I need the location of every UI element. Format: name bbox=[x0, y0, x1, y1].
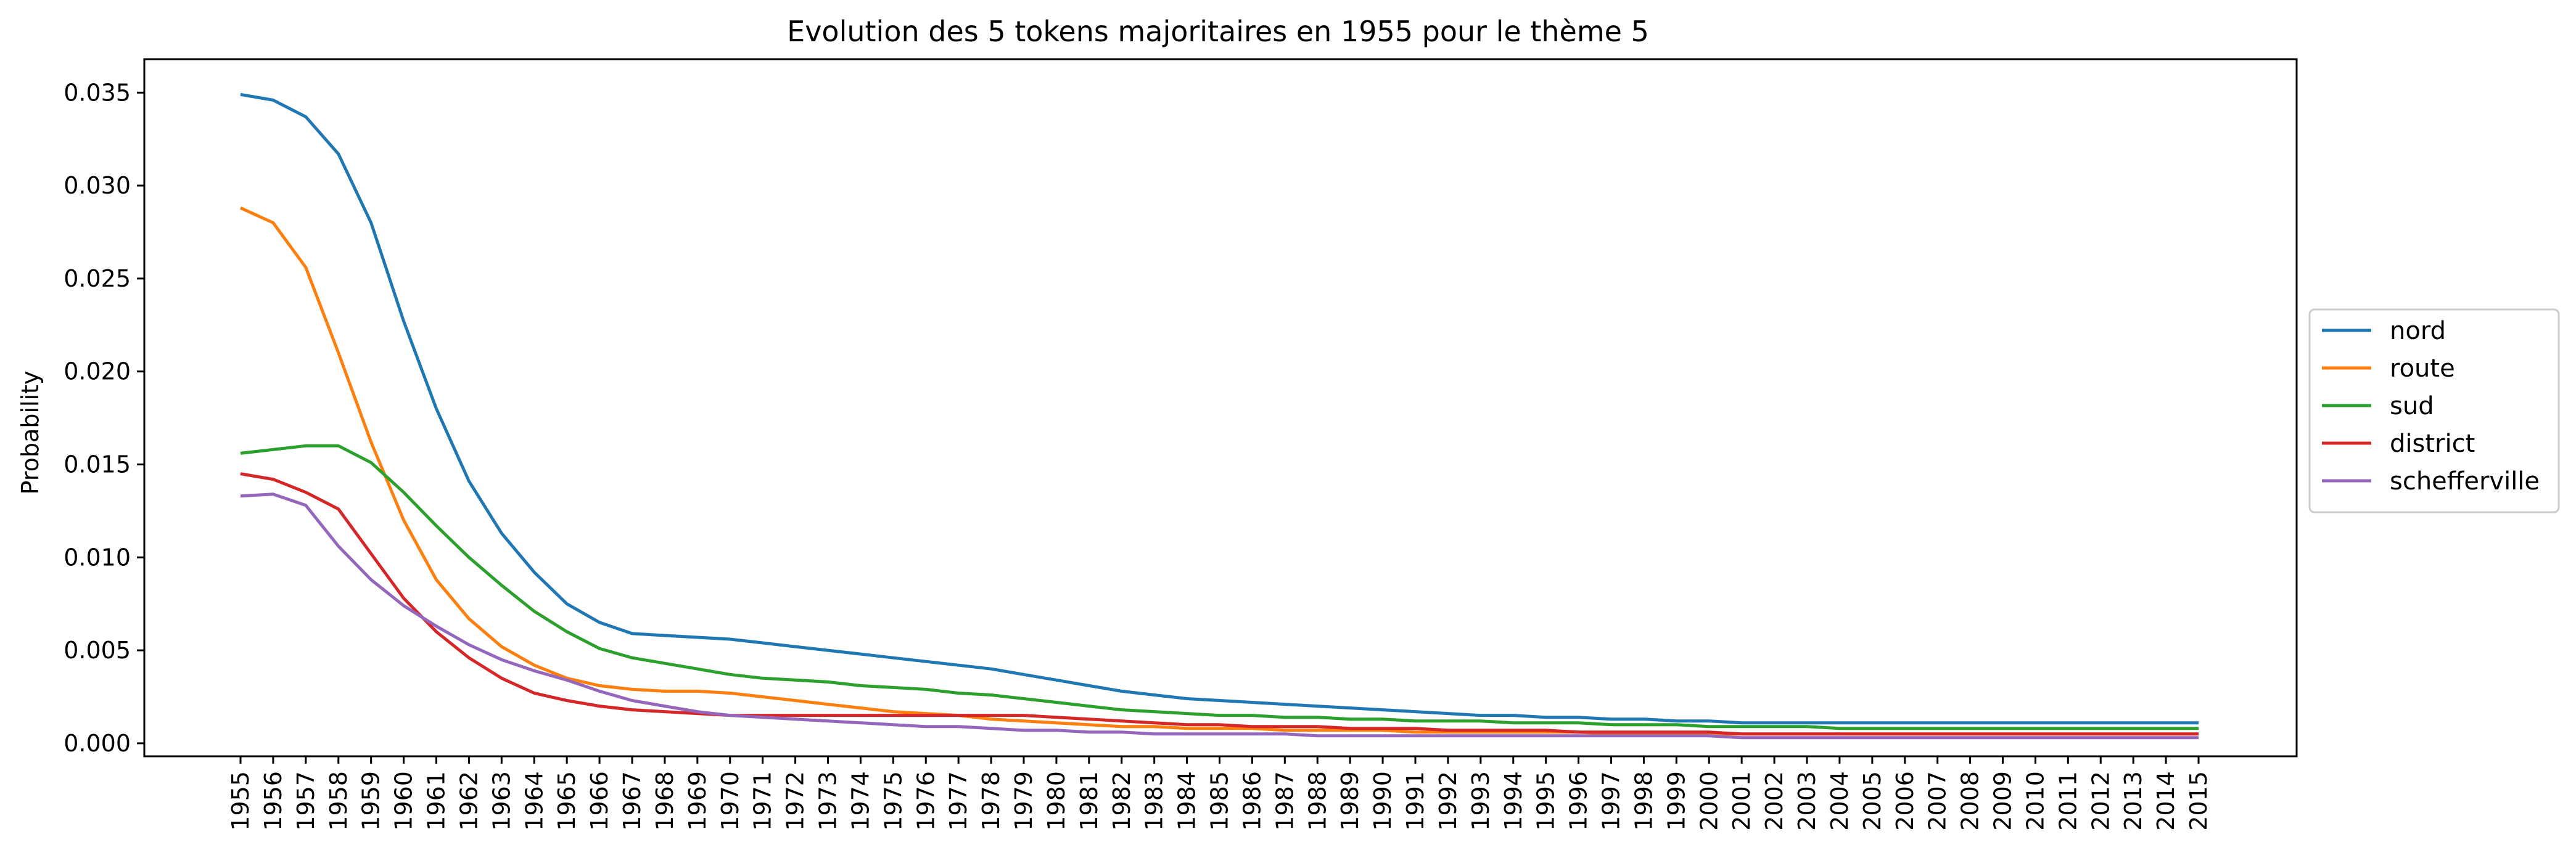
x-tick-label: 2000 bbox=[1695, 771, 1722, 831]
x-tick-label: 2008 bbox=[1957, 771, 1984, 831]
series-line-district bbox=[240, 472, 2199, 736]
x-tick-label: 1974 bbox=[847, 771, 874, 831]
x-tick-label: 1969 bbox=[684, 771, 711, 831]
legend-box bbox=[2308, 308, 2560, 513]
x-tick-label: 1964 bbox=[521, 771, 548, 831]
y-axis-label: Probability bbox=[17, 371, 44, 495]
series-line-schefferville bbox=[240, 492, 2199, 740]
x-tick-label: 2013 bbox=[2120, 771, 2147, 831]
x-tick-label: 1992 bbox=[1434, 771, 1462, 831]
x-tick-label: 1980 bbox=[1043, 771, 1070, 831]
x-tick-label: 1983 bbox=[1141, 771, 1168, 831]
x-tick-label: 1970 bbox=[717, 771, 744, 831]
x-tick-label: 2007 bbox=[1924, 771, 1951, 831]
x-tick-label: 2006 bbox=[1891, 771, 1919, 831]
y-tick-label: 0.025 bbox=[64, 265, 131, 292]
x-tick-label: 1957 bbox=[292, 771, 319, 831]
x-tick-label: 2014 bbox=[2152, 771, 2179, 831]
x-tick-label: 1993 bbox=[1467, 771, 1494, 831]
x-tick-label: 1968 bbox=[651, 771, 678, 831]
x-tick-label: 1998 bbox=[1630, 771, 1657, 831]
x-tick-label: 1960 bbox=[390, 771, 418, 831]
y-tick-label: 0.030 bbox=[64, 172, 131, 199]
x-tick-label: 1958 bbox=[325, 771, 352, 831]
x-tick-label: 1973 bbox=[815, 771, 842, 831]
y-tick-label: 0.010 bbox=[64, 544, 131, 571]
series-line-nord bbox=[240, 92, 2199, 725]
x-tick-label: 1966 bbox=[586, 771, 613, 831]
legend-label-nord: nord bbox=[2390, 317, 2446, 345]
x-tick-label: 1988 bbox=[1304, 771, 1331, 831]
x-tick-label: 1976 bbox=[912, 771, 939, 831]
x-tick-label: 1995 bbox=[1533, 771, 1560, 831]
x-tick-label: 1962 bbox=[455, 771, 482, 831]
x-tick-label: 2001 bbox=[1728, 771, 1755, 831]
x-tick-label: 1982 bbox=[1108, 771, 1135, 831]
x-tick-label: 2010 bbox=[2022, 771, 2049, 831]
plot-frame bbox=[143, 58, 2298, 758]
y-axis: 0.000 0.005 0.010 0.015 0.020 0.025 0.030 0.035 bbox=[64, 79, 144, 757]
x-tick-label: 1999 bbox=[1663, 771, 1690, 831]
x-tick-label: 1955 bbox=[227, 771, 254, 831]
x-tick-label: 2011 bbox=[2054, 771, 2081, 831]
legend-label-district: district bbox=[2390, 430, 2475, 458]
x-tick-label: 1986 bbox=[1238, 771, 1265, 831]
x-tick-label: 1996 bbox=[1565, 771, 1592, 831]
x-tick-label: 1971 bbox=[749, 771, 776, 831]
x-tick-label: 1979 bbox=[1010, 771, 1037, 831]
x-tick-label: 1994 bbox=[1500, 771, 1527, 831]
x-tick-label: 1972 bbox=[782, 771, 809, 831]
x-tick-label: 1967 bbox=[619, 771, 646, 831]
chart-title: Evolution des 5 tokens majoritaires en 1… bbox=[787, 15, 1649, 48]
legend-label-route: route bbox=[2390, 354, 2455, 383]
x-tick-label: 1981 bbox=[1076, 771, 1103, 831]
x-tick-label: 1977 bbox=[945, 771, 972, 831]
x-tick-label: 1984 bbox=[1174, 771, 1201, 831]
y-tick-label: 0.035 bbox=[64, 79, 131, 106]
y-tick-label: 0.005 bbox=[64, 637, 131, 664]
x-tick-label: 2003 bbox=[1793, 771, 1821, 831]
x-tick-label: 1961 bbox=[423, 771, 450, 831]
x-tick-label: 1959 bbox=[358, 771, 385, 831]
x-tick-label: 1965 bbox=[553, 771, 580, 831]
x-tick-label: 2015 bbox=[2185, 771, 2212, 831]
x-tick-label: 1989 bbox=[1336, 771, 1364, 831]
x-tick-label: 1956 bbox=[260, 771, 287, 831]
x-tick-label: 2004 bbox=[1826, 771, 1853, 831]
x-tick-label: 1978 bbox=[977, 771, 1005, 831]
x-tick-label: 1985 bbox=[1206, 771, 1233, 831]
x-tick-label: 1991 bbox=[1402, 771, 1429, 831]
x-tick-label: 1987 bbox=[1271, 771, 1298, 831]
y-tick-label: 0.000 bbox=[64, 730, 131, 757]
plot-area bbox=[239, 92, 2199, 740]
y-tick-label: 0.020 bbox=[64, 358, 131, 385]
y-tick-label: 0.015 bbox=[64, 451, 131, 478]
series-line-sud bbox=[240, 444, 2199, 730]
legend-label-sud: sud bbox=[2390, 392, 2434, 420]
x-axis: 1955 1956 1957 1958 1959 1960 1961 1962 1963 1964… bbox=[227, 756, 2212, 831]
x-tick-label: 2012 bbox=[2087, 771, 2114, 831]
x-tick-label: 2009 bbox=[1990, 771, 2017, 831]
x-tick-label: 2002 bbox=[1761, 771, 1788, 831]
x-tick-label: 1963 bbox=[488, 771, 515, 831]
x-tick-label: 1975 bbox=[879, 771, 907, 831]
x-tick-label: 1997 bbox=[1598, 771, 1625, 831]
legend: nord route sud district schefferville bbox=[2308, 308, 2560, 513]
x-tick-label: 1990 bbox=[1369, 771, 1396, 831]
x-tick-label: 2005 bbox=[1859, 771, 1886, 831]
legend-label-schefferville: schefferville bbox=[2390, 467, 2540, 496]
